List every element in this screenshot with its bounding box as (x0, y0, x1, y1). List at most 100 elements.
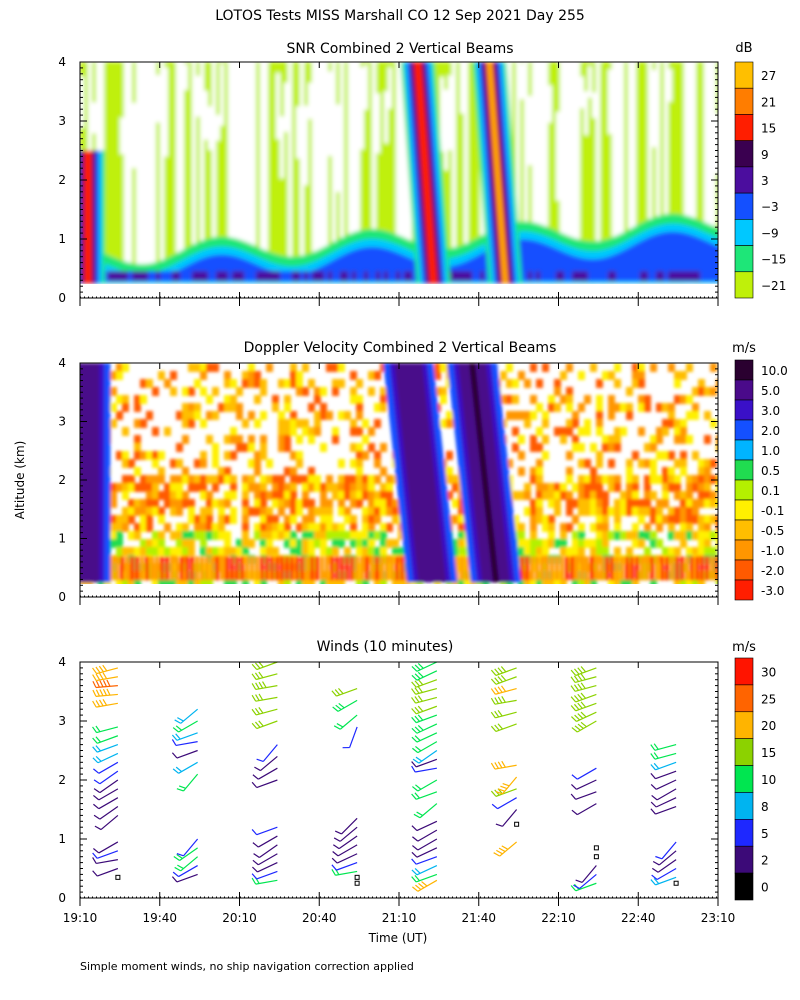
doppler-cell (248, 371, 255, 380)
wind-barb-feather (172, 768, 179, 774)
doppler-cell (626, 403, 633, 412)
doppler-cell (630, 556, 634, 581)
doppler-cell (230, 403, 237, 412)
snr-cell (408, 240, 413, 255)
snr-cell (232, 256, 237, 276)
doppler-cell (692, 411, 699, 420)
doppler-cell (656, 563, 663, 572)
snr-cell (380, 271, 385, 282)
doppler-cell (212, 387, 219, 396)
doppler-cell (170, 579, 177, 584)
winds-colorbar-swatch (734, 711, 754, 739)
doppler-cell (704, 531, 711, 540)
doppler-cell (278, 379, 285, 388)
wind-barb (183, 838, 199, 857)
doppler-cell (356, 459, 363, 468)
doppler-cell (638, 507, 645, 516)
doppler-cell (146, 499, 153, 508)
snr-cell (588, 271, 593, 282)
wind-barb (416, 661, 438, 672)
wind-barb-feather (577, 667, 583, 674)
doppler-cell (626, 483, 633, 492)
wind-barb-feather (331, 857, 338, 864)
doppler-cell (590, 363, 597, 372)
wind-barb-feather (650, 879, 656, 886)
doppler-cell (632, 539, 639, 548)
wind-barb-feather (412, 747, 419, 754)
snr-cell (648, 218, 653, 233)
doppler-cell (260, 523, 267, 532)
doppler-cell (440, 387, 447, 396)
wind-barb-feather (497, 696, 503, 704)
doppler-cell (644, 491, 651, 500)
snr-colorbar-swatch (734, 61, 754, 89)
doppler-cell (686, 579, 693, 584)
snr-colorbar-label: 15 (761, 122, 776, 136)
doppler-cell (644, 507, 651, 516)
wind-barb-feather (570, 676, 576, 683)
doppler-cell (345, 556, 349, 581)
doppler-cell (698, 467, 705, 476)
snr-cell (336, 239, 341, 254)
doppler-cell (602, 435, 609, 444)
doppler-cell (248, 411, 255, 420)
snr-cell (300, 62, 305, 284)
snr-cell (572, 238, 577, 253)
wind-barb (495, 723, 517, 733)
wind-barb (255, 708, 278, 716)
wind-barb-feather (577, 674, 583, 681)
wind-barb (180, 856, 199, 872)
doppler-cell (620, 427, 627, 436)
wind-barb-feather (574, 725, 581, 731)
snr-cell (516, 62, 521, 284)
doppler-cell (452, 547, 459, 556)
doppler-cell (644, 459, 651, 468)
doppler-cell (146, 491, 153, 500)
snr-cell (296, 106, 300, 159)
doppler-cell (555, 556, 559, 581)
wind-calm-marker (514, 821, 520, 827)
snr-cell (596, 259, 601, 276)
doppler-plume (469, 363, 500, 583)
doppler-cell (332, 547, 339, 556)
wind-calm-marker (115, 874, 121, 880)
doppler-cell (308, 523, 315, 532)
snr-cell (676, 214, 681, 229)
doppler-cell (272, 395, 279, 404)
doppler-cell (242, 419, 249, 428)
snr-cell (680, 232, 685, 276)
doppler-cell (662, 491, 669, 500)
snr-cell (520, 62, 525, 284)
doppler-cell (660, 556, 664, 581)
wind-barb-feather (251, 781, 258, 788)
snr-cell (108, 62, 113, 284)
snr-cell (140, 62, 145, 284)
wind-barb-feather (102, 680, 108, 687)
doppler-cell (326, 363, 333, 372)
snr-cell (476, 237, 481, 252)
snr-cell (240, 258, 245, 276)
snr-cell (656, 62, 661, 284)
snr-cell (452, 265, 457, 276)
wind-barb-feather (411, 858, 417, 865)
snr-cell (548, 228, 553, 243)
doppler-cell (320, 403, 327, 412)
doppler-cell (200, 507, 207, 516)
doppler-cell (368, 443, 375, 452)
doppler-cell (626, 499, 633, 508)
doppler-cell (194, 459, 201, 468)
wind-barb-feather (176, 852, 184, 857)
doppler-cell (206, 435, 213, 444)
snr-y-tick-label: 2 (58, 173, 66, 187)
wind-barb (655, 761, 677, 771)
doppler-cell (548, 483, 555, 492)
doppler-cell (596, 427, 603, 436)
doppler-cell (644, 395, 651, 404)
doppler-cell (614, 547, 621, 556)
snr-cell (104, 254, 109, 269)
wind-barb-feather (573, 695, 580, 702)
wind-barb-feather (577, 702, 583, 709)
doppler-cell (608, 579, 615, 584)
doppler-cell (125, 556, 129, 581)
doppler-cell (620, 556, 624, 581)
